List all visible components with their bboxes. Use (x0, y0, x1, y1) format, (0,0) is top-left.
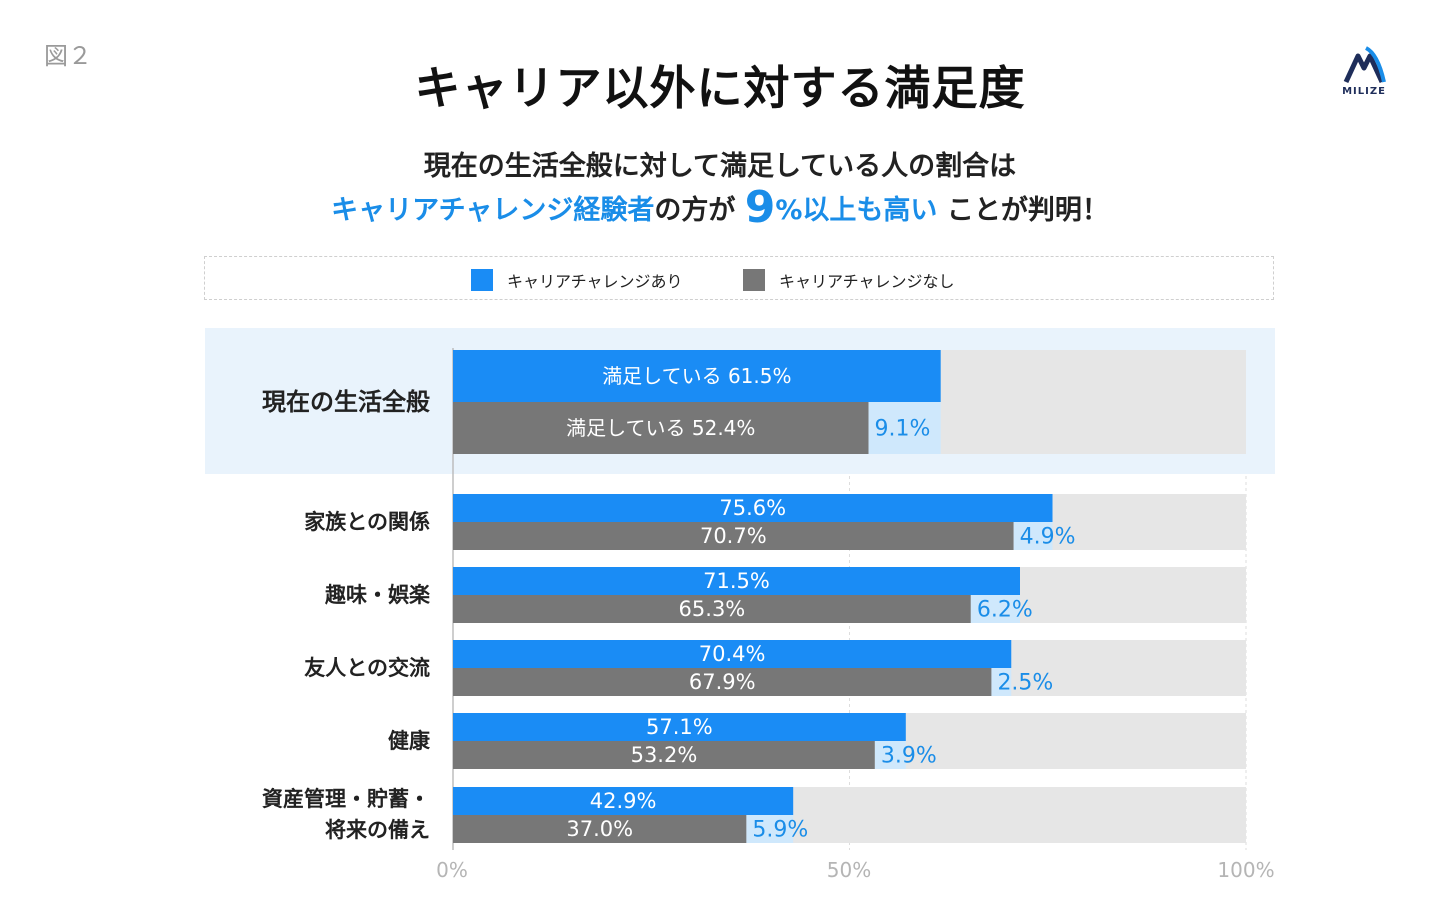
category-label: 資産管理・貯蓄・将来の備え (210, 784, 430, 846)
legend-swatch-without (743, 269, 765, 291)
bar-with-label: 42.9% (590, 789, 657, 813)
bar-with-label: 満足している 61.5% (602, 364, 791, 388)
bar-with (453, 787, 794, 815)
category-label: 家族との関係 (210, 507, 430, 538)
difference-label: 9.1% (875, 417, 931, 442)
bar-with (453, 350, 941, 402)
bar-difference (991, 668, 1012, 696)
bar-without (453, 741, 875, 769)
category-label-line: 家族との関係 (304, 509, 430, 534)
difference-label: 4.9% (1020, 525, 1076, 550)
bar-without-label: 53.2% (631, 743, 698, 767)
subtitle-big-number: 9 (744, 182, 776, 233)
bar-difference (874, 741, 906, 769)
bar-difference (746, 815, 794, 843)
subtitle-highlight: キャリアチャレンジ経験者 (331, 195, 655, 226)
bar-without (453, 402, 869, 454)
subtitle-percent: %以上も高い (775, 195, 938, 226)
category-label: 趣味・娯楽 (210, 580, 430, 611)
bar-with-label: 71.5% (703, 569, 770, 593)
bar-with (453, 494, 1053, 522)
bar-with-label: 75.6% (719, 496, 786, 520)
bar-without-label: 70.7% (700, 524, 767, 548)
x-tick-0: 0% (436, 858, 468, 882)
category-label-line: 現在の生活全般 (262, 388, 430, 416)
bar-without (453, 522, 1014, 550)
legend-item-without: キャリアチャレンジなし (743, 268, 955, 292)
category-label-line: 友人との交流 (304, 655, 430, 680)
difference-label: 3.9% (881, 744, 937, 769)
bar-without-label: 37.0% (566, 817, 633, 841)
logo-text: MILIZE (1342, 86, 1386, 97)
bar-without-label: 満足している 52.4% (566, 416, 755, 440)
category-label: 友人との交流 (210, 653, 430, 684)
x-tick-50: 50% (826, 858, 872, 882)
bar-with-label: 70.4% (699, 642, 766, 666)
milize-logo-icon (1343, 46, 1386, 84)
bar-difference (970, 595, 1020, 623)
bar-with (453, 640, 1012, 668)
bar-difference (1013, 522, 1053, 550)
difference-label: 6.2% (977, 598, 1033, 623)
subtitle-mid: の方が (654, 195, 736, 226)
difference-label: 5.9% (752, 818, 808, 843)
legend-label-with: キャリアチャレンジあり (507, 272, 683, 291)
legend-label-without: キャリアチャレンジなし (779, 272, 955, 291)
bar-without (453, 815, 747, 843)
category-label-line: 趣味・娯楽 (325, 582, 430, 607)
bar-with-label: 57.1% (646, 715, 713, 739)
chart-title: キャリア以外に対する満足度 (414, 61, 1026, 115)
subtitle-line-2: キャリアチャレンジ経験者の方が 9%以上も高い ことが判明！ (0, 182, 1440, 233)
category-label: 現在の生活全般 (210, 385, 430, 419)
category-label-line: 健康 (388, 728, 430, 753)
legend-swatch-with (471, 269, 493, 291)
bar-without-label: 65.3% (679, 597, 746, 621)
bar-without (453, 668, 992, 696)
bar-with (453, 567, 1020, 595)
bar-with (453, 713, 906, 741)
legend: キャリアチャレンジあり キャリアチャレンジなし (204, 256, 1274, 300)
subtitle-line-1: 現在の生活全般に対して満足している人の割合は (423, 151, 1017, 182)
x-tick-100: 100% (1217, 858, 1275, 882)
bar-without-label: 67.9% (689, 670, 756, 694)
bar-difference (868, 402, 941, 454)
category-label-line: 資産管理・貯蓄・ (262, 787, 430, 811)
bar-without (453, 595, 971, 623)
category-label: 健康 (210, 726, 430, 757)
figure-label: 図２ (44, 42, 92, 70)
legend-item-with: キャリアチャレンジあり (471, 268, 683, 292)
category-label-line: 将来の備え (325, 818, 430, 842)
difference-label: 2.5% (997, 671, 1053, 696)
subtitle-end: ことが判明！ (946, 195, 1109, 226)
